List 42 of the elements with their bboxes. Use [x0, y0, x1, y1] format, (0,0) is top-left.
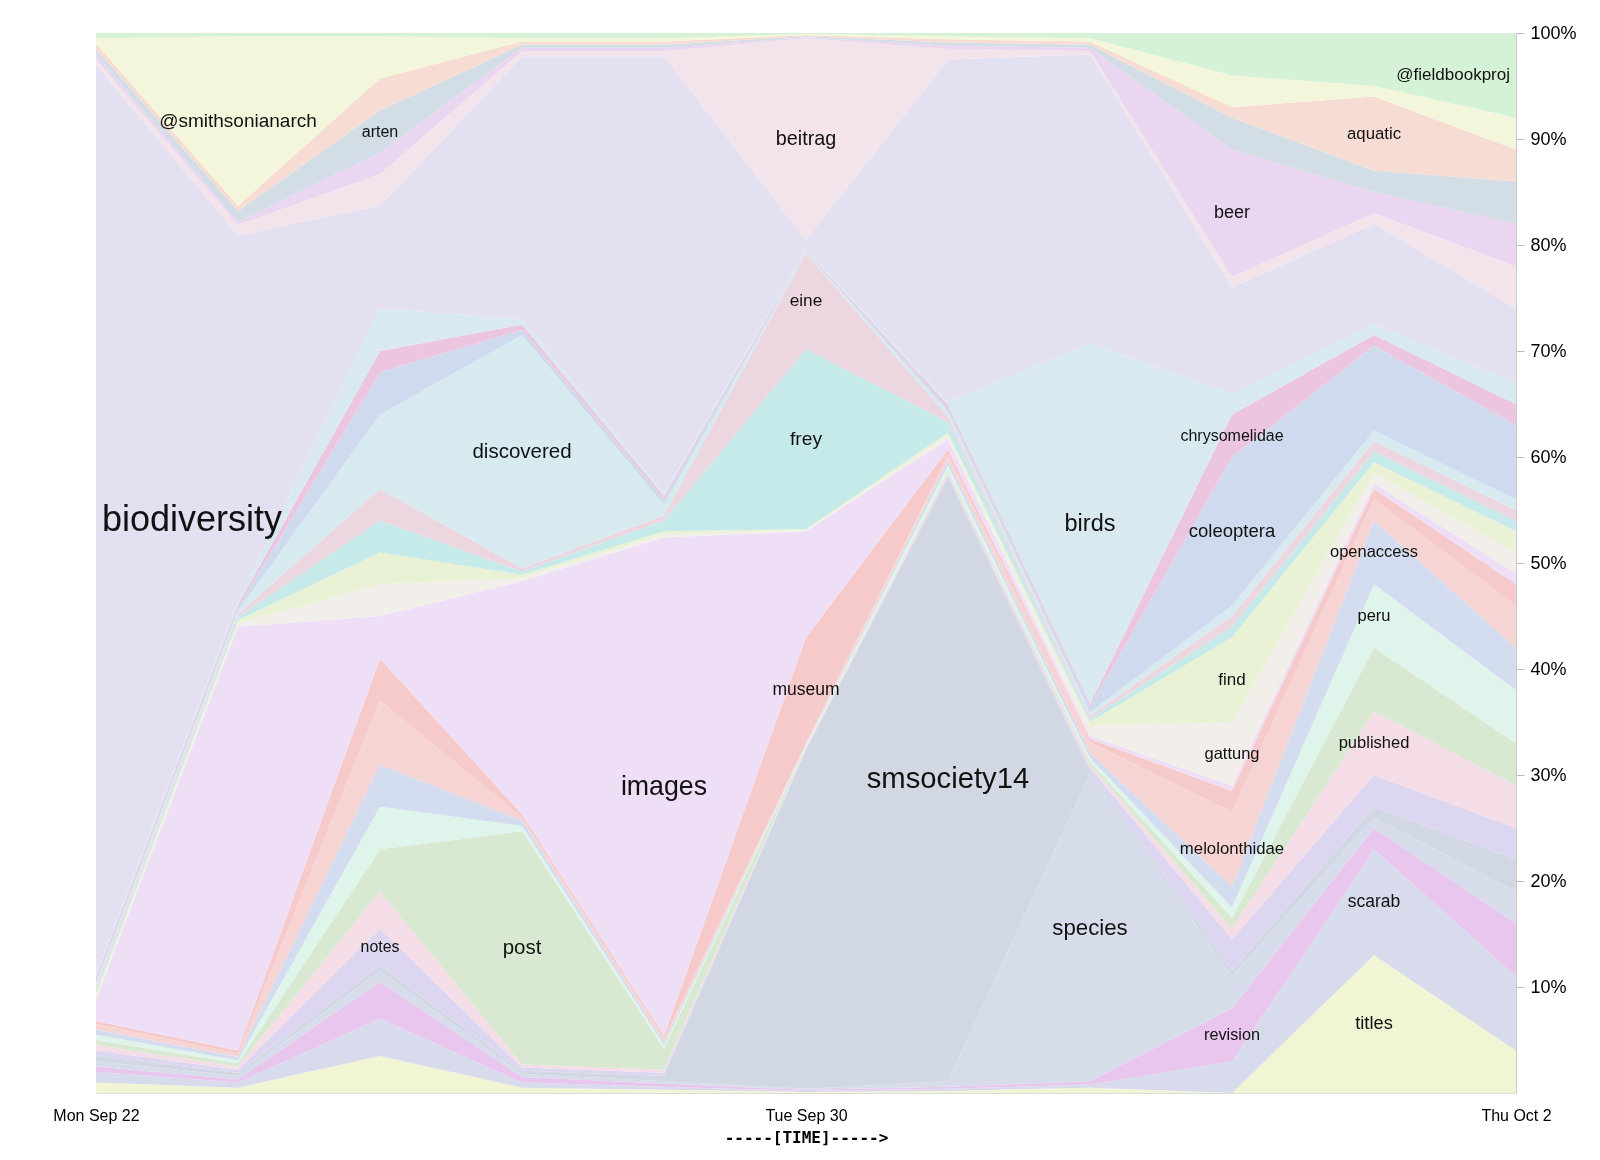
series-label: beitrag [775, 127, 837, 149]
series-label: biodiversity [102, 497, 283, 539]
x-tick-label: Thu Oct 2 [1481, 1106, 1552, 1124]
series-label: titles [1355, 1012, 1393, 1034]
series-label: species [1052, 914, 1128, 940]
y-tick-label: 90% [1530, 128, 1567, 149]
series-label: chrysomelidae [1180, 426, 1284, 444]
series-label: discovered [472, 438, 572, 462]
series-label: @fieldbookproj [1396, 65, 1510, 85]
y-tick-label: 10% [1530, 976, 1567, 997]
series-label: beer [1213, 202, 1251, 223]
series-label: openaccess [1329, 542, 1419, 561]
series-label: frey [789, 427, 823, 449]
y-tick-label: 30% [1530, 764, 1567, 785]
y-tick-label: 60% [1530, 446, 1567, 467]
series-label: museum [772, 679, 840, 700]
y-tick-label: 70% [1530, 340, 1567, 361]
series-label: images [620, 770, 708, 801]
x-axis-title: -----[TIME]-----> [724, 1127, 889, 1147]
series-label: arten [361, 122, 399, 140]
series-label: post [502, 934, 542, 958]
series-label: @smithsonianarch [159, 109, 317, 131]
y-tick-label: 50% [1530, 552, 1567, 573]
series-label: birds [1064, 509, 1116, 536]
series-label: scarab [1347, 891, 1401, 912]
series-label: aquatic [1346, 123, 1402, 143]
series-label: find [1218, 669, 1246, 689]
series-label: coleoptera [1188, 520, 1276, 542]
y-tick-label: 100% [1530, 22, 1577, 43]
y-tick-label: 40% [1530, 658, 1567, 679]
series-label: smsociety14 [866, 762, 1030, 795]
series-label: melolonthidae [1179, 839, 1285, 859]
series-label: notes [360, 938, 400, 956]
series-label: revision [1204, 1024, 1260, 1043]
series-label: published [1338, 733, 1410, 752]
x-tick-label: Tue Sep 30 [765, 1106, 848, 1124]
series-label: peru [1357, 606, 1391, 624]
y-tick-label: 20% [1530, 870, 1567, 891]
y-tick-label: 80% [1530, 234, 1567, 255]
series-label: gattung [1204, 743, 1260, 762]
x-tick-label: Mon Sep 22 [53, 1106, 140, 1124]
series-label: eine [789, 290, 823, 311]
